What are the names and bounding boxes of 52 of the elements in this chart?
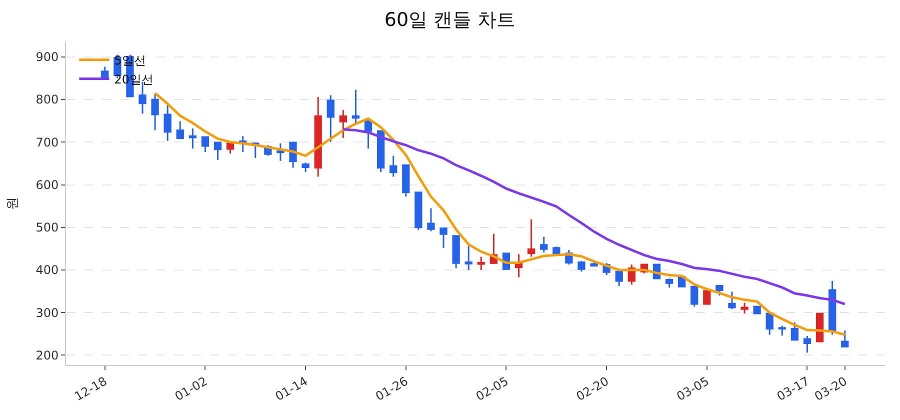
candlestick: [427, 207, 435, 232]
y-tick-label: 200: [36, 348, 59, 362]
candlestick: [164, 104, 172, 142]
candlestick: [376, 129, 385, 173]
line-series: [342, 128, 846, 306]
y-tick-label: 600: [36, 178, 59, 192]
candlestick: [440, 227, 448, 249]
y-tick-label: 400: [36, 263, 59, 278]
y-tick-label: 900: [36, 50, 59, 64]
candlestick: [665, 278, 674, 288]
candlestick: [703, 289, 711, 305]
candlestick: [201, 136, 210, 153]
candlestick: [352, 88, 360, 124]
candlestick: [188, 128, 196, 150]
candlestick: [740, 302, 748, 314]
candlestick: [841, 330, 849, 348]
candlestick: [527, 218, 536, 258]
candlestick: [414, 192, 422, 231]
chart-title: 60일 캔들 차트: [384, 8, 516, 31]
candlestick: [239, 135, 247, 153]
line-series: [154, 92, 846, 336]
candlestick: [615, 270, 623, 287]
candlestick: [778, 325, 786, 336]
candlestick: [816, 312, 824, 342]
candlestick: [339, 109, 347, 139]
candlestick: [753, 305, 761, 314]
candlestick: [790, 322, 799, 341]
candlestick: [326, 94, 334, 142]
candlestick: [402, 164, 410, 198]
candlestick: [716, 284, 724, 296]
y-tick-label: 800: [36, 92, 59, 107]
candlestick: [314, 96, 322, 178]
candlestick: [390, 155, 398, 178]
candlestick: [101, 66, 109, 80]
candlestick: [176, 120, 184, 140]
candlestick: [302, 162, 310, 173]
candlestick: [276, 142, 284, 162]
candlestick: [540, 236, 548, 254]
candlestick: [151, 92, 159, 131]
y-axis-title: 원: [6, 197, 21, 210]
candlestick: [578, 260, 586, 272]
y-tick-label: 300: [36, 306, 59, 320]
candlestick: [728, 290, 736, 310]
candlestick: [464, 244, 472, 271]
y-tick-label: 500: [36, 220, 59, 235]
candlestick: [803, 335, 812, 354]
y-tick-label: 700: [36, 135, 59, 150]
candlestick: [477, 256, 485, 271]
candlestick: [766, 312, 774, 336]
candlestick: [452, 235, 460, 270]
candlestick: [690, 286, 698, 308]
candlestick: [214, 142, 222, 161]
